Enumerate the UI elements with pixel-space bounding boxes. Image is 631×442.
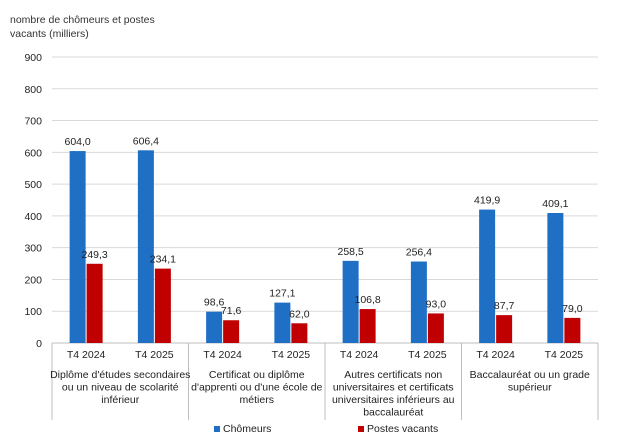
- bar-chomeurs: [69, 151, 86, 343]
- bar-postes-vacants: [359, 309, 376, 343]
- bar-chomeurs: [410, 261, 427, 343]
- bar-postes-vacants: [223, 320, 240, 343]
- y-tick-label: 500: [24, 179, 42, 191]
- data-label: 106,8: [354, 294, 380, 306]
- x-tick-label: T4 2024: [476, 349, 515, 361]
- bar-postes-vacants: [496, 315, 513, 343]
- x-tick-label: T4 2025: [272, 349, 311, 361]
- y-tick-label: 300: [24, 243, 42, 255]
- data-label: 606,4: [133, 135, 159, 147]
- bar-postes-vacants: [86, 263, 103, 343]
- data-label: 256,4: [406, 247, 432, 259]
- legend-swatch-postes-vacants: [358, 426, 364, 432]
- data-label: 93,0: [426, 298, 447, 310]
- x-tick-label: T4 2024: [340, 349, 379, 361]
- group-label: supérieur: [508, 382, 552, 394]
- data-label: 419,9: [474, 195, 500, 207]
- x-tick-label: T4 2025: [408, 349, 447, 361]
- x-tick-label: T4 2024: [67, 349, 106, 361]
- bar-chomeurs: [206, 311, 223, 343]
- group-label: Certificat ou diplôme: [209, 369, 305, 381]
- group-label: Diplôme d'études secondaires: [50, 369, 190, 381]
- x-tick-label: T4 2025: [545, 349, 584, 361]
- data-label: 249,3: [81, 249, 107, 261]
- data-label: 604,0: [64, 136, 90, 148]
- y-axis-title: nombre de chômeurs et postes vacants (mi…: [10, 14, 155, 40]
- group-label: baccalauréat: [363, 407, 423, 419]
- data-label: 98,6: [204, 297, 225, 309]
- legend-label: Chômeurs: [223, 423, 271, 435]
- data-label: 62,0: [289, 308, 310, 320]
- bar-chomeurs: [342, 260, 359, 343]
- bar-chomeurs: [274, 302, 291, 343]
- data-label: 127,1: [269, 288, 295, 300]
- legend-label: Postes vacants: [367, 423, 438, 435]
- y-tick-label: 600: [24, 147, 42, 159]
- bar-chomeurs: [479, 209, 496, 343]
- data-label: 409,1: [542, 198, 568, 210]
- x-tick-label: T4 2025: [135, 349, 174, 361]
- legend-swatch-chomeurs: [214, 426, 220, 432]
- bar-postes-vacants: [291, 323, 308, 343]
- data-label: 258,5: [337, 246, 363, 258]
- y-tick-label: 0: [36, 338, 42, 350]
- x-tick-label: T4 2024: [203, 349, 242, 361]
- group-label: universitaires et certificats: [333, 382, 454, 394]
- y-tick-label: 200: [24, 274, 42, 286]
- group-label: métiers: [240, 394, 274, 406]
- y-tick-label: 100: [24, 306, 42, 318]
- bar-chomeurs: [137, 150, 154, 343]
- bar-chomeurs: [547, 212, 564, 343]
- y-tick-label: 900: [24, 52, 42, 64]
- group-label: d'apprenti ou d'une école de: [191, 382, 322, 394]
- y-tick-label: 800: [24, 84, 42, 96]
- group-label: Baccalauréat ou un grade: [470, 369, 590, 381]
- bar-postes-vacants: [564, 317, 581, 343]
- group-label: Autres certificats non: [344, 369, 442, 381]
- group-label: universitaires inférieurs au: [332, 394, 455, 406]
- bar-postes-vacants: [427, 313, 444, 343]
- data-label: 71,6: [221, 305, 242, 317]
- bar-postes-vacants: [154, 268, 171, 343]
- y-tick-label: 400: [24, 211, 42, 223]
- group-label: ou un niveau de scolarité: [62, 382, 179, 394]
- data-label: 87,7: [494, 300, 515, 312]
- group-label: inférieur: [101, 394, 139, 406]
- y-tick-label: 700: [24, 116, 42, 128]
- data-label: 234,1: [150, 254, 176, 266]
- data-label: 79,0: [562, 303, 583, 315]
